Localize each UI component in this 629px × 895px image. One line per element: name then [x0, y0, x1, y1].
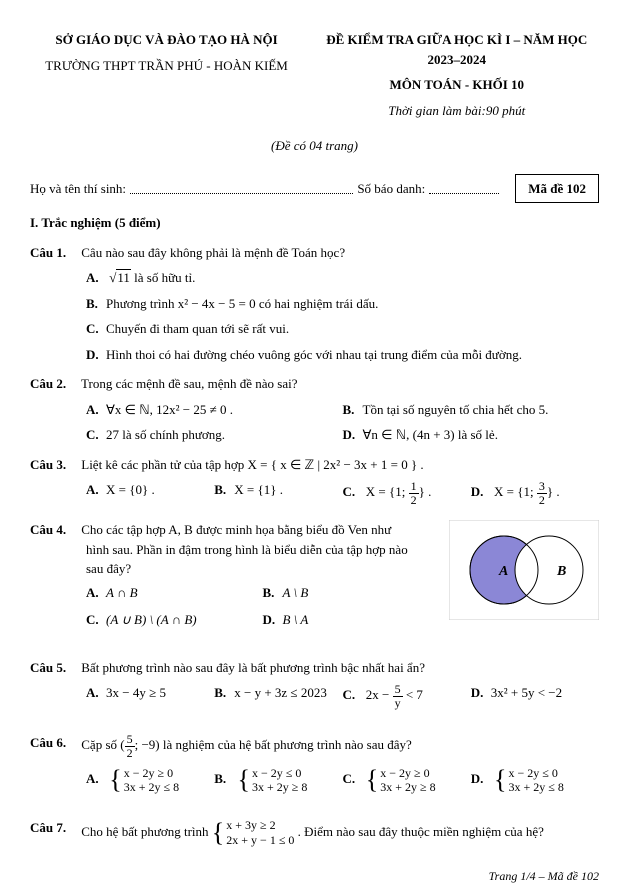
q4-d-label: D. — [263, 610, 283, 630]
q3-d: X = {1; 32} . — [494, 484, 560, 499]
q2-a-label: A. — [86, 400, 106, 420]
q6-c-label: C. — [343, 769, 363, 789]
q3-b-label: B. — [214, 480, 234, 500]
q3-c: X = {1; 12} . — [366, 484, 432, 499]
q4-c-label: C. — [86, 610, 106, 630]
q5-d: 3x² + 5y < −2 — [491, 685, 562, 700]
q3-a-label: A. — [86, 480, 106, 500]
q7-text: Cho hệ bất phương trình {x + 3y ≥ 22x + … — [81, 824, 544, 839]
q2-label: Câu 2. — [30, 374, 78, 394]
q5-d-label: D. — [471, 683, 491, 703]
exam-code: Mã đề 102 — [515, 174, 599, 204]
q2-d-label: D. — [343, 425, 363, 445]
q2-b-label: B. — [343, 400, 363, 420]
q4-a: A ∩ B — [106, 585, 138, 600]
dept: SỞ GIÁO DỤC VÀ ĐÀO TẠO HÀ NỘI — [30, 30, 303, 50]
q4-a-label: A. — [86, 583, 106, 603]
q1-c: Chuyến đi tham quan tới sẽ rất vui. — [106, 321, 289, 336]
q5-c-label: C. — [343, 685, 363, 705]
q5-b-label: B. — [214, 683, 234, 703]
q1-d-label: D. — [86, 345, 106, 365]
q3-text: Liệt kê các phần tử của tập hợp X = { x … — [81, 457, 423, 472]
q1-label: Câu 1. — [30, 243, 78, 263]
q2-text: Trong các mệnh đề sau, mệnh đề nào sai? — [81, 376, 298, 391]
venn-diagram: A B — [449, 520, 599, 634]
id-field[interactable] — [429, 182, 499, 194]
q7-label: Câu 7. — [30, 818, 78, 838]
name-label: Họ và tên thí sinh: — [30, 179, 126, 199]
q4-c: (A ∪ B) \ (A ∩ B) — [106, 612, 197, 627]
q2-b: Tồn tại số nguyên tố chia hết cho 5. — [363, 402, 549, 417]
q3-b: X = {1} . — [234, 482, 283, 497]
q1-d: Hình thoi có hai đường chéo vuông góc vớ… — [106, 347, 522, 362]
page-footer: Trang 1/4 – Mã đề 102 — [30, 867, 599, 885]
id-label: Số báo danh: — [357, 179, 425, 199]
q5-b: x − y + 3z ≤ 2023 — [234, 685, 327, 700]
q4-b-label: B. — [263, 583, 283, 603]
q6-a: {x − 2y ≥ 03x + 2y ≤ 8 — [109, 766, 179, 795]
q6-d-label: D. — [471, 769, 491, 789]
q4-d: B \ A — [283, 612, 309, 627]
q2-c: 27 là số chính phương. — [106, 427, 225, 442]
q4-text2: hình sau. Phần in đậm trong hình là biểu… — [86, 540, 439, 560]
q5-a: 3x − 4y ≥ 5 — [106, 685, 166, 700]
q4-text1: Cho các tập hợp A, B được minh họa bằng … — [81, 522, 391, 537]
q2-d: ∀n ∈ ℕ, (4n + 3) là số lẻ. — [363, 427, 498, 442]
q3-label: Câu 3. — [30, 455, 78, 475]
q3-d-label: D. — [471, 482, 491, 502]
q6-a-label: A. — [86, 769, 106, 789]
section-title: I. Trắc nghiệm (5 điểm) — [30, 213, 599, 233]
name-field[interactable] — [130, 182, 353, 194]
q1-a-label: A. — [86, 268, 106, 288]
q2-c-label: C. — [86, 425, 106, 445]
subject: MÔN TOÁN - KHỐI 10 — [315, 75, 600, 95]
venn-label-b: B — [556, 564, 566, 579]
q2-a: ∀x ∈ ℕ, 12x² − 25 ≠ 0 . — [106, 402, 233, 417]
q6-text: Cặp số (52; −9) là nghiệm của hệ bất phư… — [81, 737, 412, 752]
q6-label: Câu 6. — [30, 733, 78, 753]
q4-b: A \ B — [283, 585, 309, 600]
q6-d: {x − 2y ≤ 03x + 2y ≤ 8 — [494, 766, 564, 795]
q4-text3: sau đây? — [86, 559, 439, 579]
q5-c: 2x − 5y < 7 — [366, 687, 423, 702]
q6-b-label: B. — [214, 769, 234, 789]
q3-c-label: C. — [343, 482, 363, 502]
venn-label-a: A — [498, 564, 508, 579]
q1-b-label: B. — [86, 294, 106, 314]
q5-text: Bất phương trình nào sau đây là bất phươ… — [81, 660, 425, 675]
q1-text: Câu nào sau đây không phải là mệnh đề To… — [81, 245, 345, 260]
q3-a: X = {0} . — [106, 482, 155, 497]
exam-title: ĐỀ KIỂM TRA GIỮA HỌC KÌ I – NĂM HỌC 2023… — [315, 30, 600, 69]
school: TRƯỜNG THPT TRẦN PHÚ - HOÀN KIẾM — [30, 56, 303, 76]
q1-c-label: C. — [86, 319, 106, 339]
q5-label: Câu 5. — [30, 658, 78, 678]
q6-b: {x − 2y ≤ 03x + 2y ≥ 8 — [238, 766, 308, 795]
q6-c: {x − 2y ≥ 03x + 2y ≥ 8 — [366, 766, 436, 795]
q4-label: Câu 4. — [30, 520, 78, 540]
q5-a-label: A. — [86, 683, 106, 703]
q1-b: Phương trình x² − 4x − 5 = 0 có hai nghi… — [106, 296, 378, 311]
q1-a: √11 là số hữu tỉ. — [109, 269, 195, 285]
duration: Thời gian làm bài:90 phút — [315, 101, 600, 121]
page-count: (Đề có 04 trang) — [30, 136, 599, 156]
